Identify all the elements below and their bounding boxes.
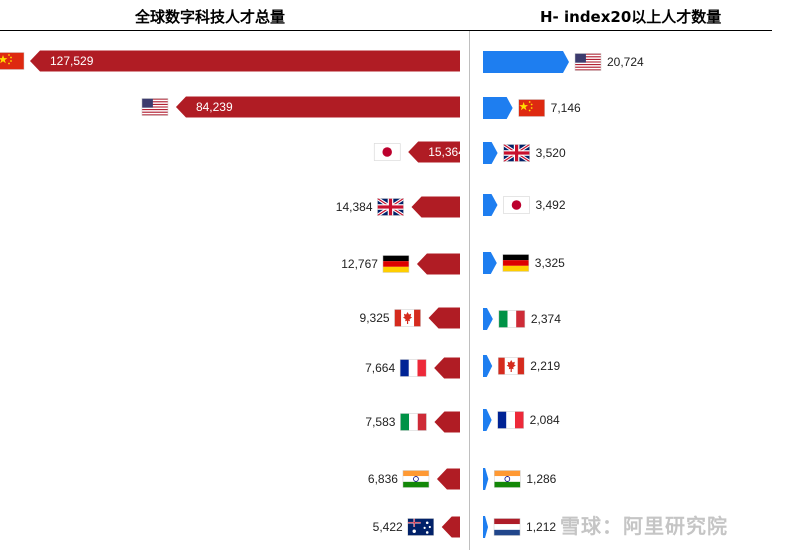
right-bar-cn <box>483 97 513 119</box>
left-value-label-us: 84,239 <box>196 100 233 114</box>
right-value-label-in: 1,286 <box>526 472 556 486</box>
right-bar-in <box>483 468 489 490</box>
flag-us-icon <box>574 53 602 71</box>
right-value-label-fr: 2,084 <box>530 413 560 427</box>
left-bar-cn <box>30 50 460 72</box>
flag-au-icon <box>407 518 434 536</box>
flag-de-icon <box>502 254 530 272</box>
flag-gb-icon <box>376 197 405 217</box>
left-bar-in <box>436 468 460 490</box>
flag-it-icon <box>498 310 526 328</box>
left-value-label-au: 5,422 <box>373 520 403 534</box>
right-bar-gb <box>483 142 498 164</box>
left-chart-title: 全球数字科技人才总量 <box>135 8 286 26</box>
left-bar-gb <box>411 196 460 218</box>
right-value-label-ca: 2,219 <box>530 359 560 373</box>
header-rule <box>0 30 772 31</box>
right-bar-nl <box>483 516 489 538</box>
flag-us-icon <box>141 98 169 116</box>
left-bar-jp <box>408 141 460 163</box>
right-bar-ca <box>483 355 493 377</box>
center-divider <box>469 31 470 550</box>
flag-jp-icon <box>373 143 401 161</box>
right-bar-de <box>483 252 497 274</box>
flag-nl-icon <box>493 518 521 536</box>
left-value-label-jp: 15,364 <box>428 145 465 159</box>
flag-ca-icon <box>394 309 421 327</box>
right-bar-it <box>483 308 493 330</box>
right-bar-us <box>483 51 569 73</box>
left-value-label-fr: 7,664 <box>365 361 395 375</box>
right-value-label-us: 20,724 <box>607 55 644 69</box>
left-bar-au <box>441 516 460 538</box>
right-value-label-de: 3,325 <box>535 256 565 270</box>
right-bar-jp <box>483 194 498 216</box>
left-bar-de <box>416 253 460 275</box>
flag-gb-icon <box>502 143 531 163</box>
flag-jp-icon <box>503 196 530 214</box>
right-value-label-it: 2,374 <box>531 312 561 326</box>
flag-in-icon <box>402 470 430 488</box>
right-bar-fr <box>483 409 492 431</box>
right-value-label-jp: 3,492 <box>535 198 565 212</box>
flag-it-icon <box>400 413 427 431</box>
left-bar-it <box>434 411 460 433</box>
left-value-label-cn: 127,529 <box>50 54 94 68</box>
right-value-label-gb: 3,520 <box>536 146 566 160</box>
left-value-label-de: 12,767 <box>341 257 378 271</box>
watermark-text: 雪球：阿里研究院 <box>560 514 728 538</box>
flag-cn-icon <box>518 99 545 117</box>
flag-cn-icon <box>0 52 25 70</box>
right-value-label-cn: 7,146 <box>551 101 581 115</box>
left-value-label-gb: 14,384 <box>336 200 373 214</box>
flag-fr-icon <box>497 411 524 429</box>
right-value-label-nl: 1,212 <box>526 520 556 534</box>
flag-ca-icon <box>497 357 525 375</box>
flag-fr-icon <box>399 359 427 377</box>
flag-de-icon <box>382 255 410 273</box>
left-bar-ca <box>428 307 460 329</box>
left-bar-us <box>175 96 460 118</box>
left-value-label-in: 6,836 <box>368 472 398 486</box>
right-chart-title: H- index20以上人才数量 <box>540 8 722 26</box>
left-value-label-ca: 9,325 <box>360 311 390 325</box>
left-value-label-it: 7,583 <box>365 415 395 429</box>
flag-in-icon <box>494 470 521 488</box>
left-bar-fr <box>434 357 460 379</box>
